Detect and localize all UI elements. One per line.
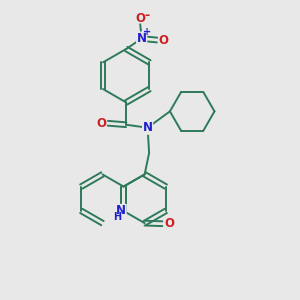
Text: N: N — [142, 121, 153, 134]
Text: O: O — [159, 34, 169, 46]
Text: O: O — [96, 117, 106, 130]
Text: N: N — [137, 32, 147, 45]
Text: H: H — [113, 212, 121, 223]
Text: -: - — [144, 10, 149, 22]
Text: +: + — [143, 27, 151, 37]
Text: N: N — [116, 204, 126, 218]
Text: O: O — [164, 217, 174, 230]
Text: O: O — [135, 12, 145, 26]
